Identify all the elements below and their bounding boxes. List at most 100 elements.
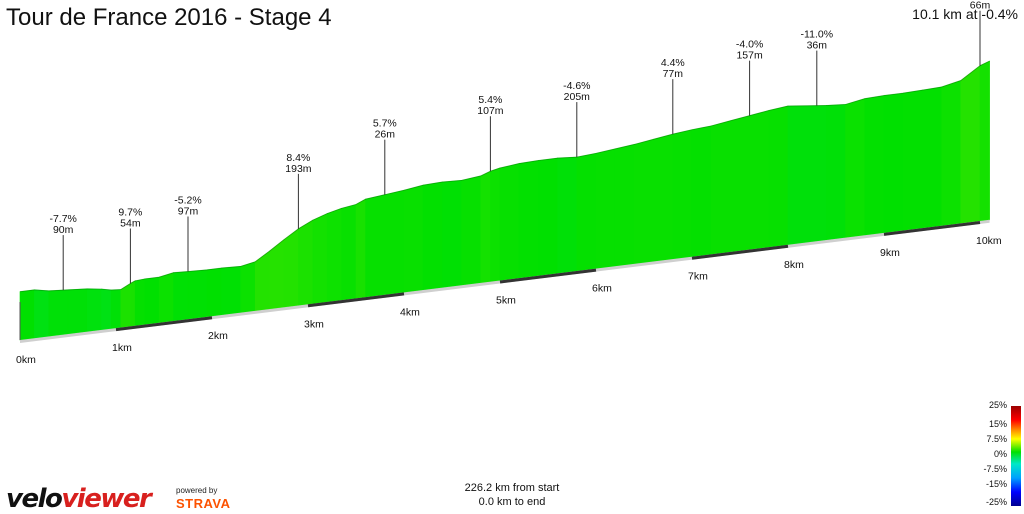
distance-tick-label: 4km bbox=[400, 306, 420, 318]
profile-segment bbox=[130, 280, 136, 327]
profile-segment bbox=[158, 272, 174, 324]
distance-tick-label: 9km bbox=[880, 247, 900, 259]
veloviewer-logo[interactable]: veloviewer bbox=[6, 484, 152, 514]
profile-segment bbox=[960, 65, 981, 224]
gradient-color-legend bbox=[1011, 406, 1021, 506]
profile-segment bbox=[403, 184, 424, 293]
km-band bbox=[115, 316, 213, 332]
profile-segment bbox=[576, 152, 597, 272]
distance-to-end: 0.0 km to end bbox=[478, 496, 546, 508]
legend-label-minus-7-5: -7.5% bbox=[983, 464, 1007, 474]
profile-segment bbox=[48, 289, 69, 337]
profile-segment bbox=[710, 120, 731, 255]
profile-segment bbox=[240, 261, 256, 313]
profile-segment bbox=[845, 98, 866, 238]
profile-segment bbox=[173, 271, 189, 322]
distance-tick-label: 8km bbox=[784, 259, 804, 271]
profile-segment bbox=[461, 175, 482, 286]
annotation-grade: 9.7% bbox=[118, 206, 142, 218]
profile-segment bbox=[614, 144, 635, 267]
annotation-length: 193m bbox=[285, 163, 312, 175]
km-band bbox=[499, 268, 597, 284]
profile-segment bbox=[941, 80, 962, 227]
profile-segment bbox=[283, 228, 299, 308]
annotation-grade: -11.0% bbox=[801, 29, 834, 41]
annotation-grade: 5.7% bbox=[373, 118, 397, 130]
profile-segment bbox=[480, 170, 491, 284]
profile-segment bbox=[768, 105, 789, 248]
km-band bbox=[307, 292, 405, 308]
km-band bbox=[883, 221, 981, 236]
profile-segment bbox=[365, 194, 386, 298]
annotation-length: 90m bbox=[53, 224, 74, 236]
legend-label-15: 15% bbox=[988, 419, 1007, 429]
distance-tick-label: 10km bbox=[976, 235, 1002, 247]
distance-tick-label: 3km bbox=[304, 318, 324, 330]
powered-by-label: powered by bbox=[176, 486, 218, 495]
annotation-grade: -5.2% bbox=[174, 195, 201, 207]
distance-tick-label: 0km bbox=[16, 354, 36, 366]
annotation-grade: 5.9% bbox=[968, 0, 992, 1]
profile-segment bbox=[634, 138, 654, 265]
profile-segment bbox=[490, 167, 501, 283]
profile-segment bbox=[120, 282, 131, 328]
annotation-grade: -4.0% bbox=[736, 39, 763, 51]
legend-label-0: 0% bbox=[993, 449, 1007, 459]
legend-label-minus-15: -15% bbox=[985, 479, 1007, 489]
profile-segment bbox=[691, 125, 712, 258]
profile-segment bbox=[979, 60, 990, 222]
profile-segment bbox=[86, 288, 102, 333]
profile-segment bbox=[653, 133, 674, 262]
profile-segment bbox=[749, 110, 770, 250]
profile-segment bbox=[826, 104, 846, 241]
profile-segment bbox=[922, 86, 942, 229]
logo-part-viewer: viewer bbox=[61, 484, 151, 514]
profile-segment bbox=[19, 289, 35, 341]
profile-segment bbox=[187, 269, 208, 320]
profile-segment bbox=[134, 278, 146, 327]
profile-segment bbox=[355, 198, 366, 299]
profile-segment bbox=[806, 105, 827, 243]
profile-segment bbox=[384, 189, 405, 296]
profile-segment bbox=[883, 92, 904, 234]
annotation-length: 97m bbox=[178, 206, 199, 218]
annotation-grade: -7.7% bbox=[49, 213, 76, 225]
annotation-grade: 5.4% bbox=[478, 94, 502, 106]
legend-label-25: 25% bbox=[988, 400, 1007, 410]
profile-segment bbox=[326, 207, 342, 303]
profile-segment bbox=[442, 180, 462, 288]
profile-segment bbox=[672, 129, 693, 260]
annotation-length: 66m bbox=[970, 0, 991, 12]
profile-segment bbox=[269, 238, 285, 310]
profile-segment bbox=[538, 157, 558, 277]
profile-slabs bbox=[19, 60, 990, 341]
annotation-length: 77m bbox=[663, 68, 684, 80]
profile-segment bbox=[221, 266, 242, 316]
profile-segment bbox=[206, 267, 222, 318]
profile-segment bbox=[557, 156, 578, 274]
profile-segment bbox=[341, 204, 357, 301]
distance-tick-label: 1km bbox=[112, 342, 132, 354]
annotation-length: 54m bbox=[120, 217, 141, 229]
logo-part-velo: velo bbox=[6, 484, 63, 514]
annotation-length: 36m bbox=[807, 40, 828, 52]
chart-title: Tour de France 2016 - Stage 4 bbox=[6, 4, 332, 31]
distance-tick-label: 2km bbox=[208, 330, 228, 342]
km-band bbox=[691, 244, 789, 260]
profile-segment bbox=[67, 288, 88, 335]
profile-segment bbox=[312, 213, 328, 305]
distance-from-start: 226.2 km from start bbox=[464, 482, 560, 494]
distance-ticks: 0km 1km 2km 3km 4km 5km 6km 7km 8km 9km 10km bbox=[16, 235, 1002, 366]
profile-segment bbox=[595, 148, 616, 269]
legend-label-7-5: 7.5% bbox=[986, 434, 1007, 444]
strava-logo[interactable]: STRAVA bbox=[176, 496, 231, 511]
profile-segment bbox=[518, 160, 539, 279]
annotation-length: 107m bbox=[477, 105, 504, 117]
profile-segment bbox=[298, 219, 314, 306]
profile-segment bbox=[902, 89, 923, 231]
annotation-grade: -4.6% bbox=[563, 80, 590, 92]
profile-segment bbox=[144, 276, 160, 325]
annotation-grade: 8.4% bbox=[286, 152, 310, 164]
profile-ground bbox=[19, 219, 990, 343]
